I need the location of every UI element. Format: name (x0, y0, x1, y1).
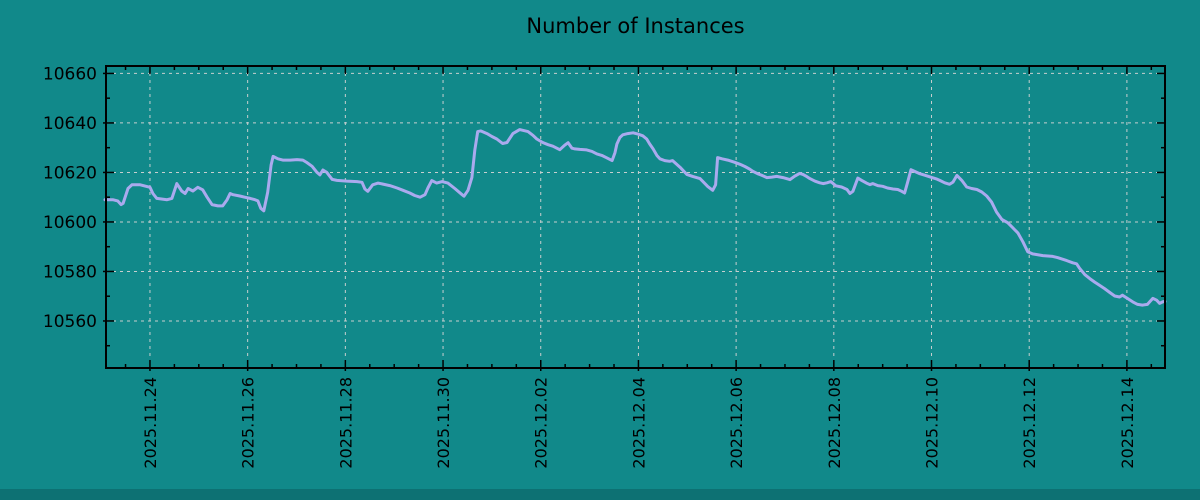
y-tick-label: 10560 (43, 312, 97, 332)
y-tick-label: 10580 (43, 262, 97, 282)
chart-title: Number of Instances (526, 14, 745, 38)
x-tick-label: 2025.12.02 (532, 377, 551, 469)
x-tick-label: 2025.12.10 (923, 377, 942, 469)
x-tick-label: 2025.12.08 (825, 377, 844, 469)
plot-border (105, 65, 1166, 369)
bottom-edge-strip (0, 489, 1200, 500)
x-tick-label: 2025.12.14 (1118, 377, 1137, 469)
x-tick-label: 2025.12.12 (1020, 377, 1039, 469)
y-tick-label: 10640 (43, 114, 97, 134)
x-tick-label: 2025.11.30 (434, 377, 453, 469)
y-tick-label: 10600 (43, 213, 97, 233)
data-line (103, 128, 1167, 307)
x-tick-label: 2025.12.06 (727, 377, 746, 469)
x-tick-label: 2025.11.24 (141, 377, 160, 469)
x-tick-label: 2025.11.26 (239, 377, 258, 469)
x-tick-label: 2025.11.28 (336, 377, 355, 469)
x-tick-label: 2025.12.04 (629, 377, 648, 469)
y-tick-label: 10620 (43, 163, 97, 183)
y-tick-label: 10660 (43, 64, 97, 84)
